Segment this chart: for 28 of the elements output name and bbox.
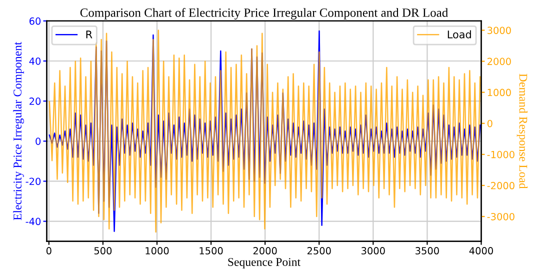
y-axis-title: Electricity Price Irregular Component: [13, 42, 24, 220]
x-tick-label: 3500: [416, 247, 439, 254]
y2-tick-label: -3000: [487, 212, 514, 220]
y2-axis-title: Demand Response Load: [516, 74, 528, 189]
legend-label: Load: [448, 30, 471, 38]
x-tick-label: 2500: [307, 247, 331, 254]
x-tick-label: 3000: [362, 247, 385, 254]
legend-label: R: [86, 30, 92, 38]
x-tick-label: 1500: [200, 247, 223, 254]
x-tick-label: 2000: [253, 247, 277, 254]
y2-tick-label: 1000: [488, 88, 511, 96]
y-tick-label: 0: [36, 138, 41, 145]
x-axis-title: Sequence Point: [228, 258, 300, 268]
y2-tick-label: 3000: [488, 26, 511, 34]
x-tick-label: 4000: [469, 247, 493, 254]
y2-tick-label: -2000: [487, 182, 514, 190]
y-tick-label: -20: [26, 178, 41, 186]
y-tick-label: 40: [29, 57, 41, 65]
y-tick-label: 60: [30, 17, 41, 25]
y-tick-label: 20: [30, 98, 41, 105]
x-tick-label: 500: [94, 247, 112, 254]
y2-tick-label: 2000: [488, 58, 511, 66]
chart-title: Comparison Chart of Electricity Price Irregular Component and DR Load: [80, 8, 448, 20]
x-tick-label: 1000: [146, 247, 169, 254]
y2-tick-label: -1000: [487, 150, 514, 158]
y-tick-label: -40: [26, 218, 41, 226]
x-tick-label: 0: [46, 247, 52, 254]
y2-tick-label: 0: [487, 120, 492, 128]
